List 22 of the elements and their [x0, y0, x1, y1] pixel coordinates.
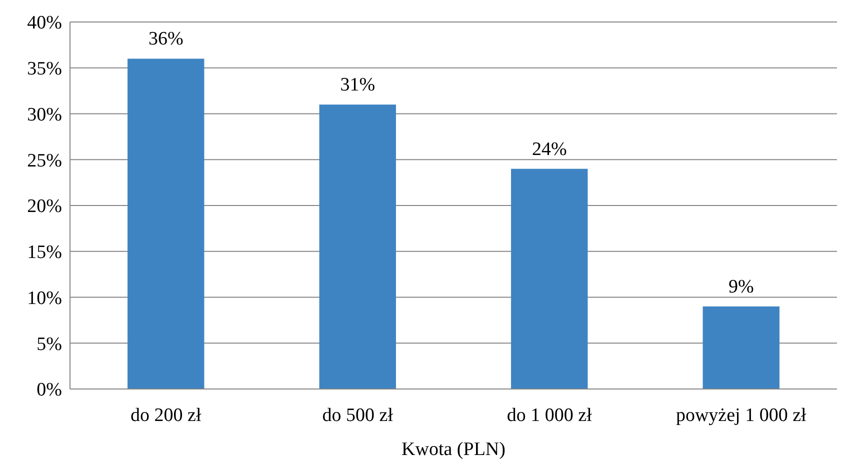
y-tick-label: 15%	[27, 242, 62, 264]
x-tick-label: do 200 zł	[130, 405, 202, 426]
y-tick-label: 25%	[27, 150, 62, 172]
y-tick-label: 35%	[27, 58, 62, 80]
y-tick-label: 10%	[27, 288, 62, 309]
y-tick-label: 40%	[27, 12, 62, 34]
y-tick-label: 5%	[36, 334, 62, 355]
bar	[702, 306, 780, 389]
data-label: 36%	[148, 28, 184, 50]
data-label: 31%	[340, 74, 376, 96]
data-label: 24%	[532, 138, 567, 160]
bar	[511, 168, 588, 389]
bar	[128, 58, 204, 389]
y-tick-label: 0%	[36, 380, 62, 401]
bar	[319, 104, 396, 389]
y-tick-label: 20%	[27, 196, 62, 218]
x-tick-label: powyżej 1 000 zł	[676, 405, 808, 426]
x-axis-title: Kwota (PLN)	[402, 439, 506, 460]
x-tick-label: do 1 000 zł	[506, 405, 593, 426]
data-label: 9%	[728, 276, 754, 298]
y-tick-label: 30%	[27, 104, 62, 126]
x-tick-label: do 500 zł	[322, 405, 394, 426]
